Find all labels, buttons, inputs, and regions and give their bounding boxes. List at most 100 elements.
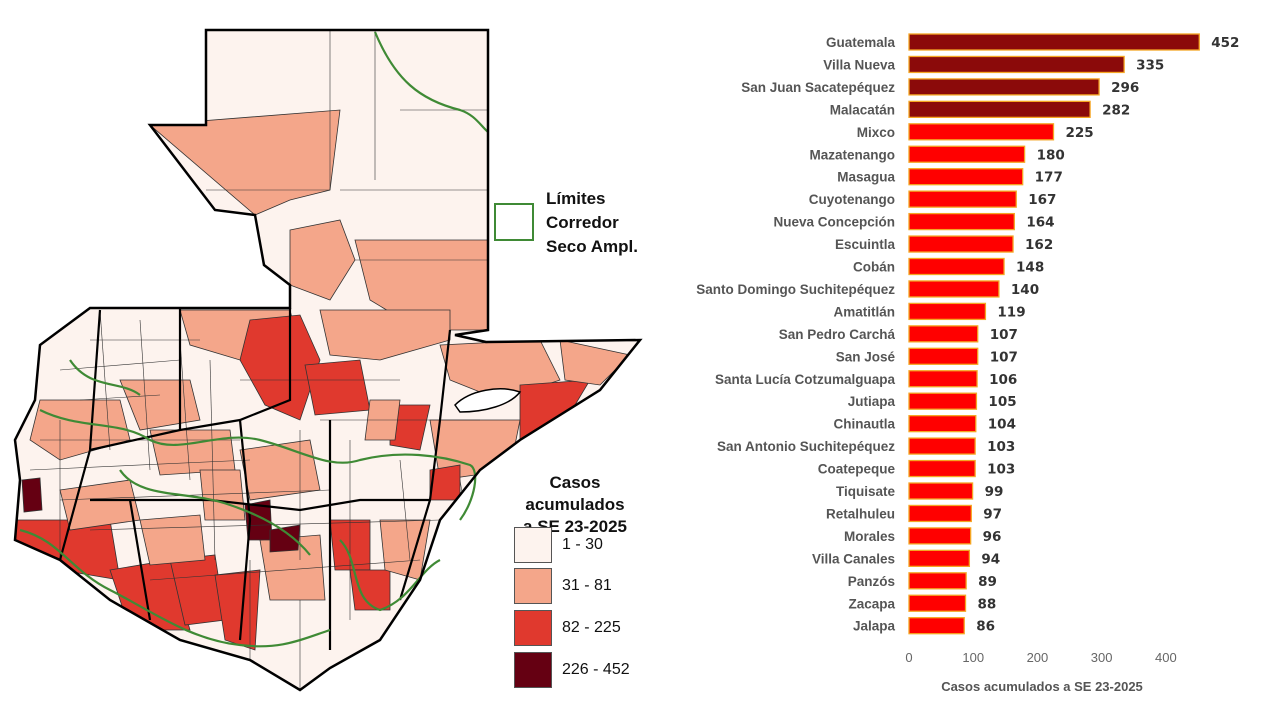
category-label: Mixco: [857, 125, 895, 140]
bar: [908, 168, 1024, 186]
category-label: Cobán: [853, 260, 895, 275]
category-label: Santa Lucía Cotzumalguapa: [715, 372, 896, 387]
value-label: 180: [1037, 147, 1065, 163]
bar: [908, 235, 1014, 253]
value-label: 106: [989, 372, 1017, 388]
x-tick-label: 0: [905, 650, 912, 665]
category-label: Mazatenango: [809, 147, 895, 162]
category-label: San Pedro Carchá: [779, 327, 896, 342]
value-label: 94: [981, 551, 1000, 567]
bar: [908, 392, 978, 410]
bar: [908, 145, 1026, 163]
category-label: Villa Nueva: [823, 57, 895, 72]
bar: [908, 325, 979, 343]
value-label: 97: [983, 506, 1002, 522]
value-label: 107: [990, 349, 1018, 365]
bar: [908, 78, 1100, 96]
municipality-regions: [15, 30, 640, 690]
bar-chart: Guatemala Villa Nueva San Juan Sacatepéque…: [696, 33, 1239, 694]
legend-title-line-1: Casos acumulados: [525, 473, 625, 514]
category-label: Tiquisate: [836, 484, 896, 499]
bar-series: [908, 33, 1200, 635]
bar: [908, 190, 1017, 208]
value-label: 104: [988, 417, 1016, 433]
bar: [908, 504, 972, 523]
category-label: Jalapa: [853, 619, 896, 634]
value-label: 89: [978, 574, 997, 590]
legend-label: 31 - 81: [562, 577, 612, 594]
bar: [908, 527, 972, 545]
x-axis-ticks: 0 100 200 300 400: [905, 650, 1176, 665]
legend-swatch: [514, 568, 552, 604]
value-label: 164: [1026, 215, 1054, 231]
value-label: 96: [983, 529, 1002, 545]
choropleth-map-panel: Límites Corredor Seco Ampl. Casos acumul…: [13, 28, 650, 692]
value-label: 103: [987, 462, 1015, 478]
category-label: Cuyotenango: [809, 192, 895, 207]
value-label: 225: [1065, 125, 1093, 141]
country-border: [13, 28, 643, 692]
bar: [908, 572, 967, 590]
corridor-legend-swatch: [494, 203, 534, 241]
value-label: 452: [1211, 35, 1239, 51]
bar: [908, 594, 967, 612]
value-label: 103: [987, 439, 1015, 455]
x-tick-label: 400: [1155, 650, 1177, 665]
value-label: 296: [1111, 80, 1139, 96]
corridor-legend-line-2: Corredor: [546, 213, 619, 232]
bar: [908, 100, 1091, 118]
corridor-legend-label: Límites Corredor Seco Ampl.: [546, 187, 638, 259]
category-label: Panzós: [848, 574, 895, 589]
value-label: 107: [990, 327, 1018, 343]
bar: [908, 280, 1000, 298]
x-tick-label: 100: [962, 650, 984, 665]
dry-corridor-lines: [19, 31, 489, 648]
bar: [908, 549, 971, 567]
category-labels: Guatemala Villa Nueva San Juan Sacatepéque…: [696, 35, 895, 634]
x-tick-label: 300: [1091, 650, 1113, 665]
category-label: Amatitlán: [833, 304, 895, 319]
guatemala-choropleth-map: [13, 28, 643, 692]
bar: [908, 414, 977, 433]
bar: [908, 437, 976, 455]
category-label: Zacapa: [848, 596, 895, 611]
bar: [908, 33, 1200, 51]
x-tick-label: 200: [1027, 650, 1049, 665]
category-label: Nueva Concepción: [773, 215, 895, 230]
lake-shape: [454, 388, 522, 413]
category-label: San Juan Sacatepéquez: [741, 80, 895, 95]
category-label: Villa Canales: [812, 551, 895, 566]
value-label: 148: [1016, 260, 1044, 276]
legend-label: 82 - 225: [562, 619, 621, 636]
bar: [908, 459, 976, 478]
x-axis-title: Casos acumulados a SE 23-2025: [941, 679, 1143, 694]
value-label: 177: [1035, 170, 1063, 186]
bar: [908, 347, 979, 365]
bar: [908, 257, 1005, 276]
value-label: 162: [1025, 237, 1053, 253]
category-label: San Antonio Suchitepéquez: [717, 439, 895, 454]
category-label: Santo Domingo Suchitepéquez: [696, 282, 895, 297]
value-label: 282: [1102, 102, 1130, 118]
value-label: 86: [976, 619, 995, 635]
corridor-legend-line-3: Seco Ampl.: [546, 237, 638, 256]
legend-label: 226 - 452: [562, 661, 630, 678]
map-legend-title: Casos acumulados a SE 23-2025: [500, 472, 650, 538]
category-label: Malacatán: [830, 102, 895, 117]
bar: [908, 302, 987, 321]
legend-swatch: [514, 527, 552, 563]
category-label: Coatepeque: [818, 462, 896, 477]
corridor-legend-line-1: Límites: [546, 189, 606, 208]
category-label: Jutiapa: [848, 394, 896, 409]
category-label: Chinautla: [833, 417, 895, 432]
legend-swatch: [514, 610, 552, 646]
category-label: Escuintla: [835, 237, 896, 252]
category-label: Guatemala: [826, 35, 896, 50]
legend-swatch: [514, 652, 552, 688]
value-label: 140: [1011, 282, 1039, 298]
value-label: 119: [997, 304, 1025, 320]
legend-label: 1 - 30: [562, 536, 603, 553]
category-label: Masagua: [837, 170, 895, 185]
bar: [908, 55, 1125, 74]
